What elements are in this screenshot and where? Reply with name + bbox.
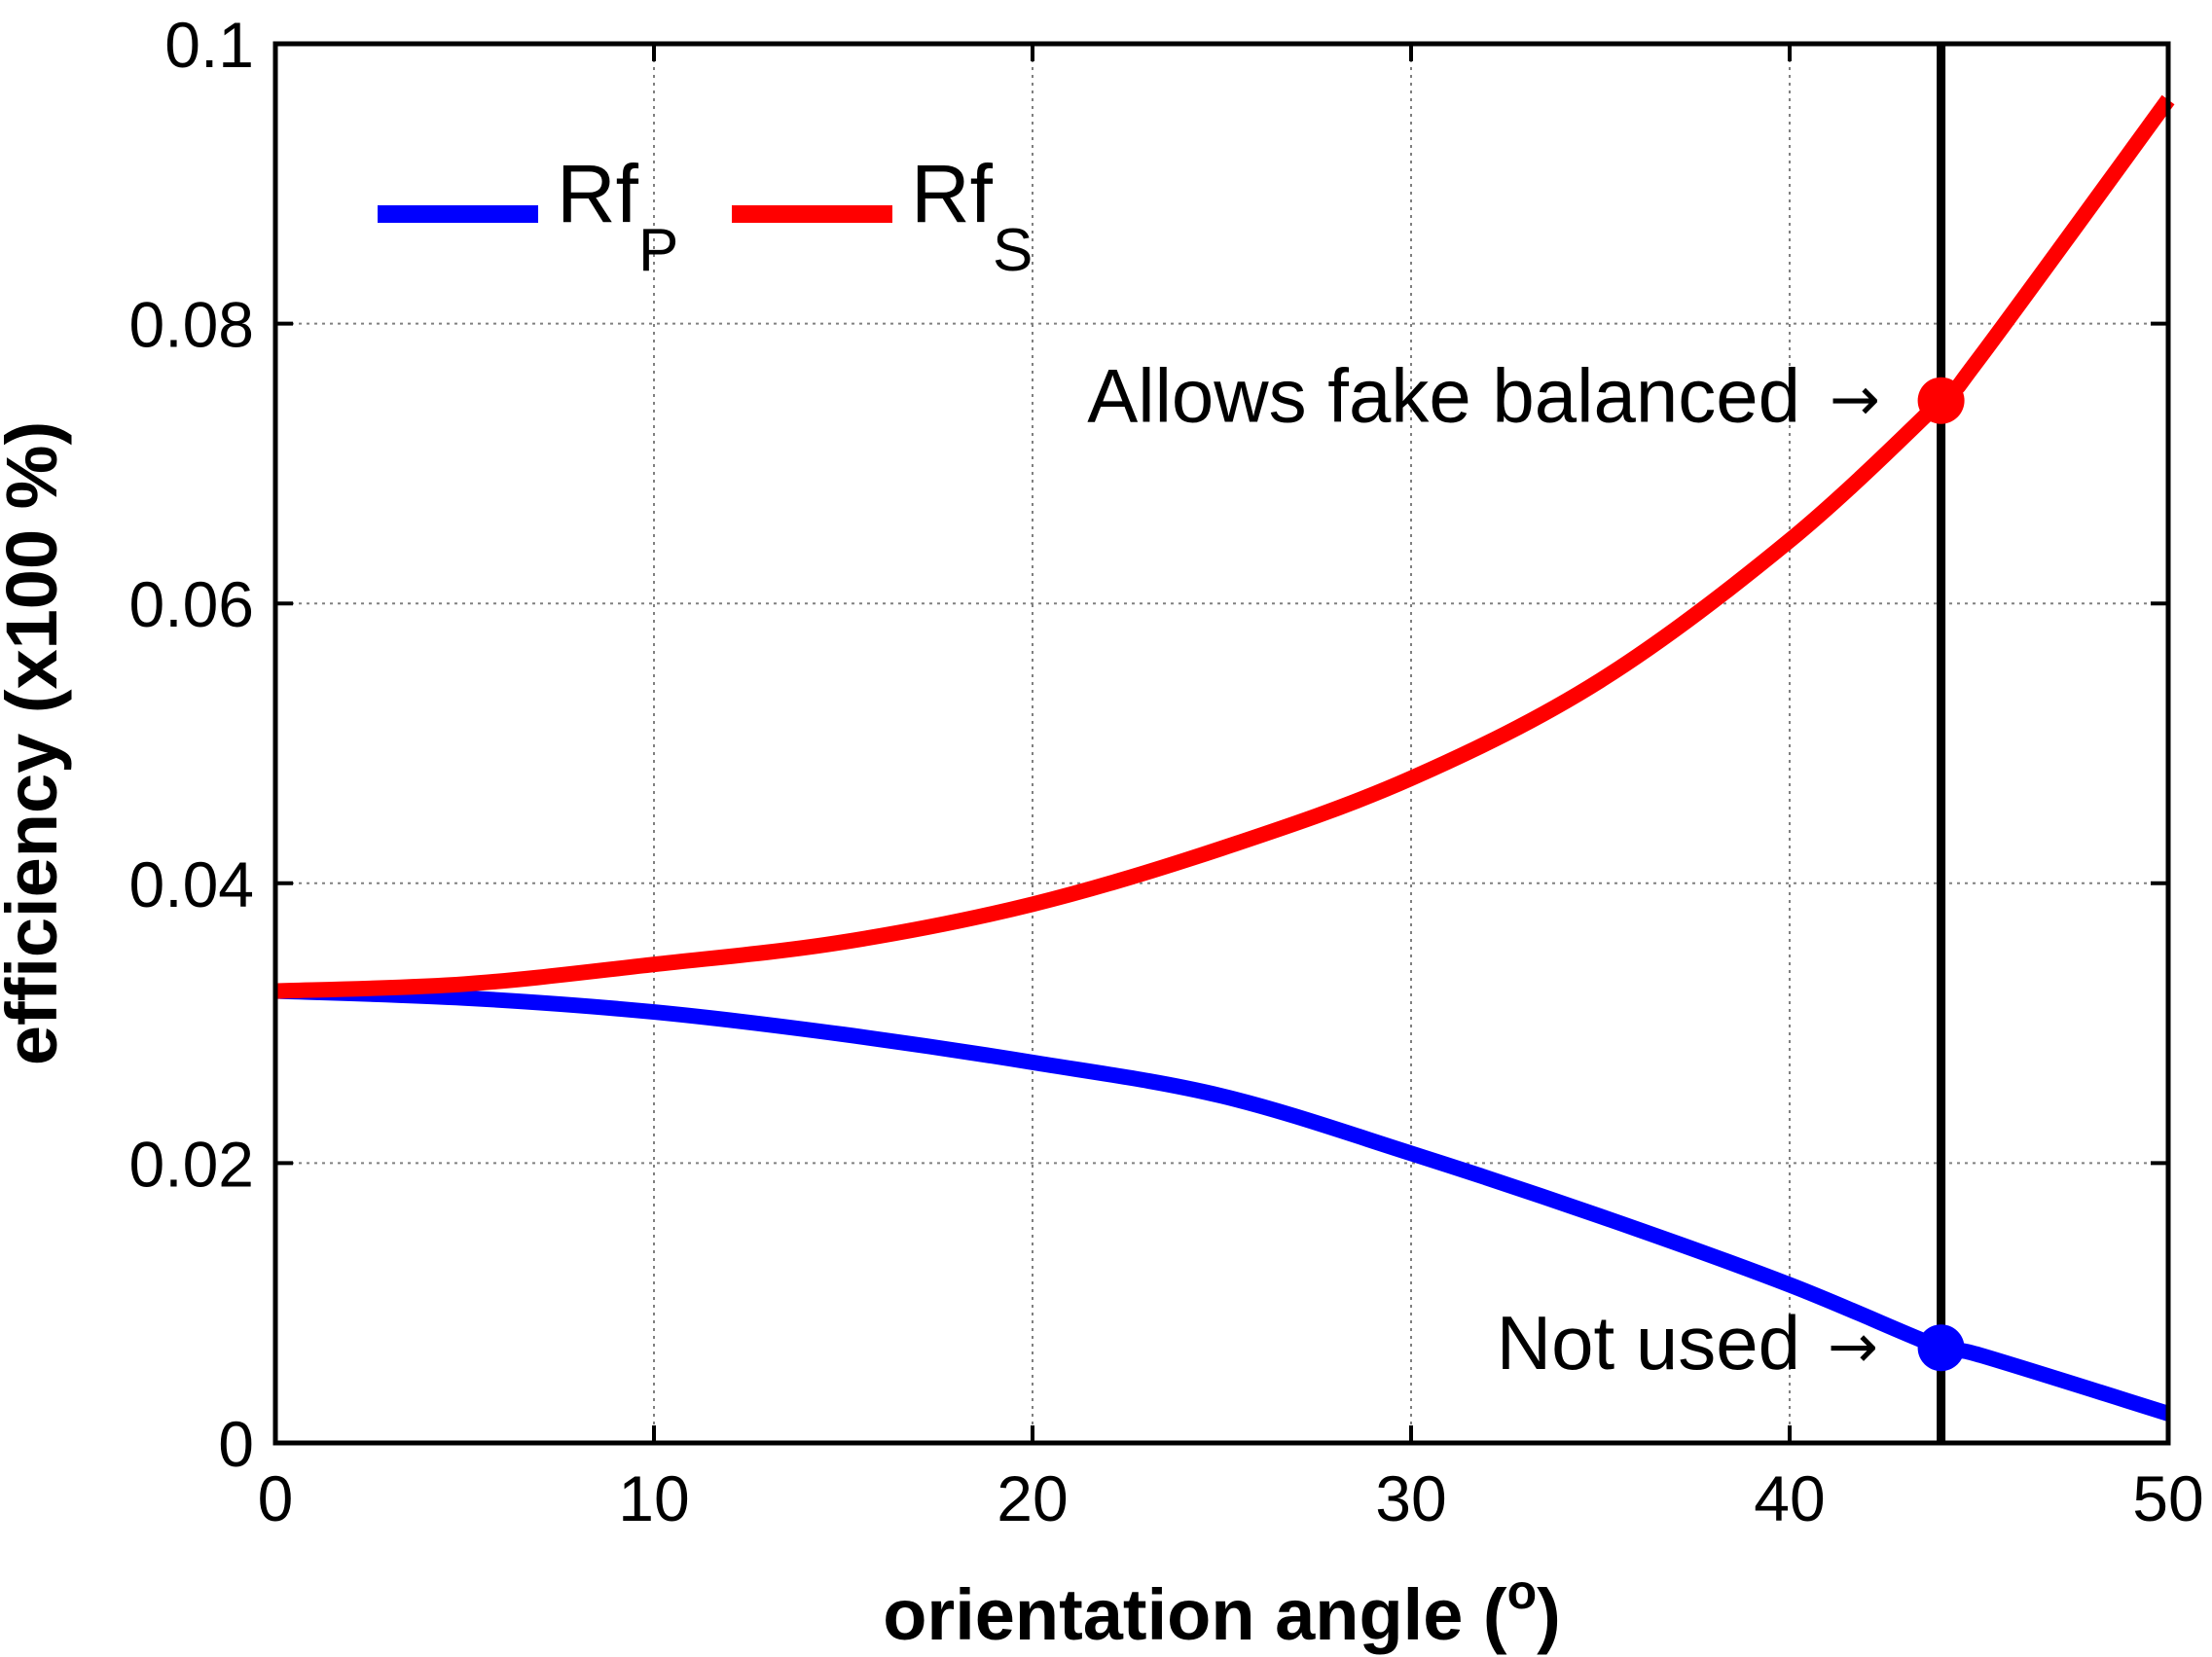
x-tick-label: 20 — [997, 1462, 1068, 1534]
legend-label-main: Rf — [911, 148, 994, 239]
annotation-label: Not used — [1497, 1300, 1800, 1386]
legend-label-main: Rf — [557, 148, 639, 239]
legend-label: RfS — [911, 148, 1033, 284]
annotation-arrow: → — [1828, 1311, 1878, 1382]
y-tick-label: 0.06 — [129, 568, 254, 640]
x-tick-label: 30 — [1375, 1462, 1446, 1534]
annotation-label: Allows fake balanced — [1087, 353, 1800, 439]
annotation-arrow: → — [1830, 364, 1880, 435]
x-axis-title-sup: o — [1507, 1565, 1538, 1619]
data-marker — [1917, 377, 1965, 424]
axis-ticks — [273, 42, 2170, 1445]
x-axis-title: orientation angle (o) — [883, 1565, 1561, 1655]
legend-label-subscript: P — [638, 217, 678, 284]
annotations: Allows fake balanced → Not used → — [1087, 353, 1880, 1387]
x-tick-label: 10 — [618, 1462, 689, 1534]
x-axis-title-main: orientation angle ( — [883, 1574, 1507, 1655]
marker-layer — [1917, 377, 1965, 1372]
y-tick-label: 0 — [218, 1408, 254, 1480]
x-axis-title-close: ) — [1537, 1574, 1561, 1655]
data-marker — [1917, 1324, 1965, 1372]
plot-frame — [272, 41, 2171, 1446]
legend-label-subscript: S — [993, 217, 1033, 284]
legend-label: RfP — [557, 148, 678, 284]
y-tick-label: 0.1 — [164, 9, 254, 81]
x-tick-label: 0 — [258, 1462, 294, 1534]
x-tick-label: 50 — [2132, 1462, 2203, 1534]
y-tick-label: 0.02 — [129, 1128, 254, 1200]
x-tick-label: 40 — [1754, 1462, 1825, 1534]
y-axis-title: efficiency (x100 %) — [0, 421, 72, 1065]
y-tick-label: 0.08 — [129, 289, 254, 361]
tick-labels: 0 10 20 30 40 50 0 0.02 0.04 0.06 0.08 0.1 — [129, 9, 2204, 1534]
y-tick-label: 0.04 — [129, 848, 254, 920]
